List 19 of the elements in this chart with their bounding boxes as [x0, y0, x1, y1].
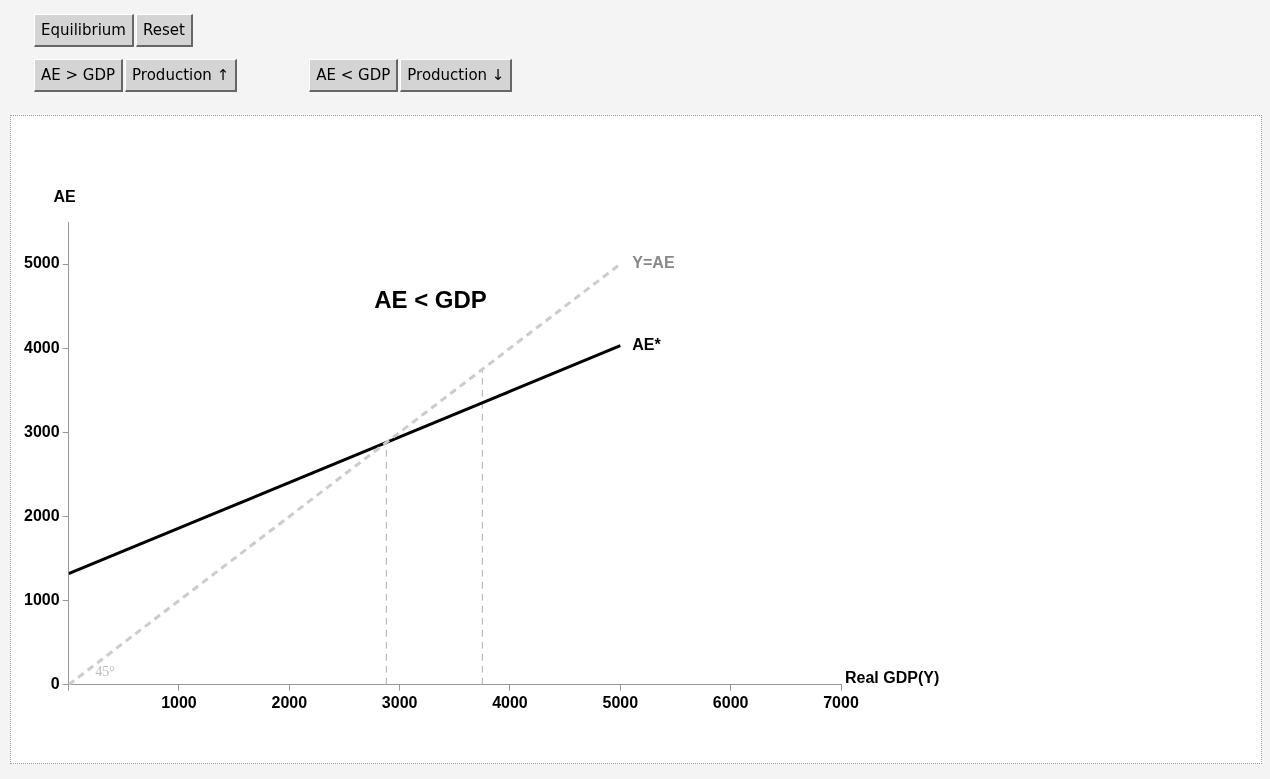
- series-label: AE*: [632, 336, 662, 354]
- series-label: Y=AE: [632, 254, 675, 272]
- x-axis-title: Real GDP(Y): [845, 669, 940, 687]
- y-tick-label: 4000: [24, 338, 60, 356]
- x-tick-label: 2000: [271, 693, 308, 711]
- annotation: 45°: [95, 663, 115, 679]
- x-tick-label: 4000: [492, 693, 528, 711]
- y-tick-label: 3000: [24, 422, 60, 440]
- y-tick-label: 5000: [24, 254, 60, 272]
- x-tick-label: 3000: [381, 693, 418, 711]
- y-axis-title: AE: [53, 188, 77, 206]
- y-tick-label: 1000: [24, 591, 60, 609]
- annotation: AE < GDP: [374, 285, 487, 313]
- x-tick-label: 5000: [602, 693, 639, 711]
- x-tick-label: 1000: [161, 693, 197, 711]
- y-tick-label: 0: [50, 675, 60, 693]
- y-tick-label: 2000: [24, 506, 60, 524]
- x-tick-label: 7000: [823, 693, 859, 711]
- x-tick-label: 6000: [712, 693, 749, 711]
